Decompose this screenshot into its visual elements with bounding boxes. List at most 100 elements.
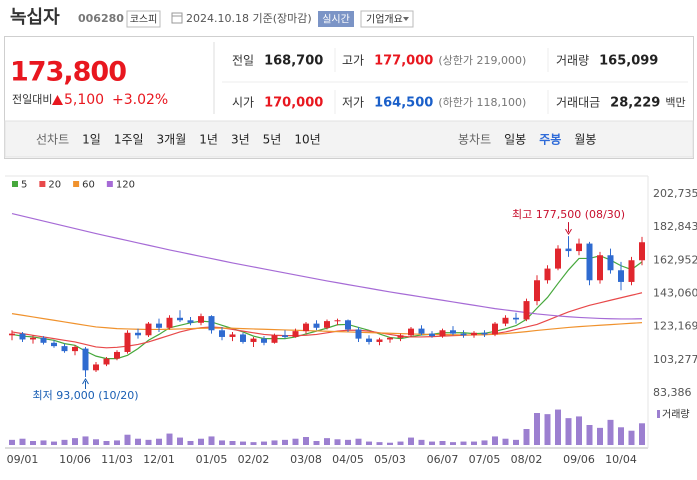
- volume-bar: [471, 441, 477, 445]
- volume-bar: [429, 441, 435, 445]
- volume-bar: [114, 440, 120, 445]
- candle-body: [19, 333, 26, 340]
- x-tick-label: 04/05: [332, 453, 364, 466]
- candle-body: [618, 270, 624, 282]
- volume-bar: [607, 419, 614, 445]
- candle-body: [282, 335, 288, 337]
- volume-bar: [628, 430, 635, 445]
- ma-line: [11, 212, 643, 320]
- tab[interactable]: 일봉: [504, 133, 526, 147]
- candle-body: [187, 320, 194, 323]
- tab[interactable]: 3년: [231, 133, 250, 147]
- candle-body: [586, 243, 593, 281]
- volume-label: 거래량: [662, 409, 690, 421]
- legend-label: 120: [116, 180, 135, 191]
- realtime-button[interactable]: [318, 11, 354, 27]
- volume-bar: [82, 436, 89, 445]
- market-badge: [126, 10, 161, 28]
- stat-note: (상한가 219,000): [438, 54, 526, 67]
- volume-bar: [93, 439, 99, 445]
- company-button[interactable]: [360, 10, 414, 28]
- realtime[interactable]: 실시간: [322, 14, 350, 26]
- candle-body: [124, 332, 131, 352]
- tab[interactable]: 선차트: [36, 133, 69, 147]
- candle-body: [114, 351, 120, 359]
- candle-body: [324, 321, 330, 328]
- tab[interactable]: 봉차트: [458, 133, 491, 147]
- tab[interactable]: 월봉: [574, 133, 596, 147]
- tab[interactable]: 1주일: [114, 133, 144, 147]
- volume-bar: [597, 427, 603, 445]
- tab[interactable]: 1일: [82, 133, 101, 147]
- arrow-head: [565, 228, 572, 236]
- x-tick-label: 10/04: [605, 453, 637, 466]
- volume-bar: [19, 438, 26, 445]
- stat-value: 164,500: [374, 96, 433, 111]
- volume-bar: [61, 439, 68, 445]
- candle-body: [292, 331, 299, 337]
- legend-swatch: [73, 181, 80, 187]
- legend-swatch: [39, 181, 46, 187]
- stat-label: 저가: [342, 96, 364, 110]
- y-tick-label: 202,735: [653, 187, 697, 200]
- candle-body: [481, 332, 488, 335]
- volume-bar: [439, 441, 446, 445]
- candle-body: [418, 328, 425, 334]
- x-tick-label: 05/03: [374, 453, 406, 466]
- candle-body: [471, 332, 477, 336]
- candle-body: [345, 320, 351, 330]
- candle-body: [51, 342, 57, 347]
- up-triangle: [52, 95, 63, 105]
- stat-value: 177,000: [374, 54, 433, 69]
- stat-label: 거래량: [556, 54, 589, 68]
- volume-bar: [135, 438, 141, 445]
- stat-label: 시가: [232, 96, 254, 110]
- calendar-icon: [171, 12, 183, 24]
- candle-body: [103, 358, 110, 365]
- volume-bar: [586, 425, 593, 445]
- volume-bar: [40, 440, 47, 445]
- x-tick-label: 08/02: [511, 453, 543, 466]
- tab[interactable]: 3개월: [157, 133, 187, 147]
- volume-bar: [513, 439, 519, 445]
- volume-bar: [166, 433, 173, 445]
- candle-body: [534, 280, 540, 302]
- stat-value: 28,229: [610, 96, 660, 111]
- stat-value: 165,099: [599, 54, 658, 69]
- volume-bar: [565, 418, 572, 445]
- legend-swatch: [12, 181, 18, 187]
- volume-bar: [408, 437, 414, 445]
- candle-body: [502, 317, 509, 324]
- volume-bar: [51, 441, 57, 445]
- candle-body: [639, 242, 645, 261]
- tab[interactable]: 10년: [294, 133, 320, 147]
- x-tick-label: 09/01: [7, 453, 39, 466]
- candle-body: [135, 332, 141, 336]
- stat-label: 전일: [232, 54, 254, 68]
- volume-bar: [177, 437, 183, 445]
- x-tick-label: 12/01: [143, 453, 175, 466]
- tab[interactable]: 1년: [199, 133, 218, 147]
- company[interactable]: 기업개요: [366, 13, 403, 26]
- volume-bar: [502, 438, 509, 445]
- candle-body: [313, 323, 320, 328]
- volume-bar: [366, 441, 372, 445]
- ma-line: [11, 292, 643, 349]
- candle-body: [177, 317, 183, 321]
- candle-body: [145, 323, 152, 336]
- volume-bar: [198, 438, 204, 445]
- tab[interactable]: 주봉: [539, 133, 561, 147]
- x-tick-label: 11/03: [101, 453, 133, 466]
- candle-body: [492, 323, 498, 335]
- volume-bar: [271, 440, 278, 445]
- annotation: 최고 177,500 (08/30): [512, 208, 625, 221]
- volume-bar: [523, 429, 530, 445]
- volume-bar: [292, 438, 299, 445]
- candle-body: [208, 316, 215, 331]
- stock-code: 006280: [78, 12, 124, 25]
- stat-value: 170,000: [264, 96, 323, 111]
- x-tick-label: 06/07: [427, 453, 459, 466]
- tab[interactable]: 5년: [263, 133, 282, 147]
